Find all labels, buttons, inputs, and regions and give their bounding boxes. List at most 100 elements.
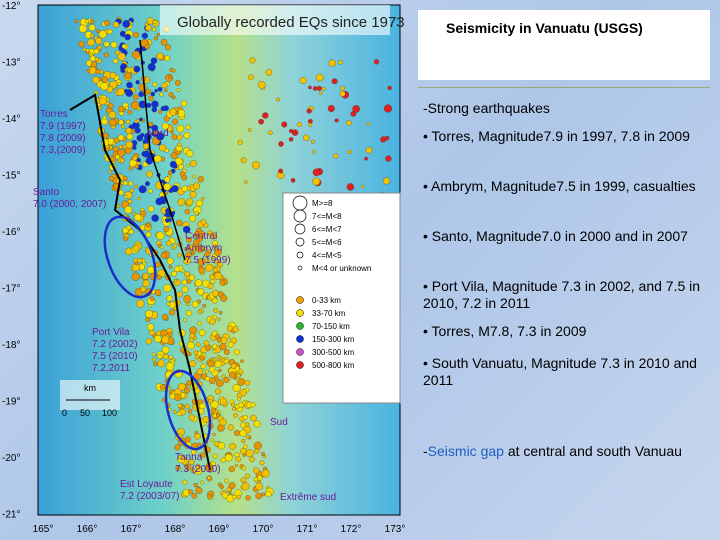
quake-dot	[133, 31, 139, 38]
quake-dot	[200, 219, 207, 225]
magnitude-label: 5<=M<6	[312, 238, 342, 247]
quake-dot	[153, 361, 158, 366]
quake-dot	[132, 244, 140, 252]
quake-dot	[117, 87, 125, 96]
quake-dot	[185, 124, 191, 130]
quake-dot	[319, 91, 323, 95]
quake-dot	[219, 418, 227, 426]
quake-dot	[121, 44, 127, 49]
quake-dot	[334, 118, 339, 123]
quake-dot	[169, 160, 177, 168]
quake-dot	[88, 24, 96, 32]
quake-dot	[152, 27, 157, 32]
quake-dot	[103, 52, 109, 58]
depth-label: 0-33 km	[312, 296, 341, 305]
map-label-line: 7.3,(2009)	[40, 145, 86, 156]
quake-dot	[103, 41, 110, 48]
quake-dot	[240, 359, 244, 363]
quake-dot	[327, 105, 335, 113]
quake-dot	[268, 130, 273, 136]
panel-title: Seismicity in Vanuatu (USGS)	[446, 20, 643, 36]
quake-dot	[214, 272, 222, 280]
quake-dot	[182, 479, 188, 485]
quake-dot	[119, 65, 124, 69]
lon-tick-label: 165°	[33, 524, 54, 535]
quake-dot	[133, 94, 139, 100]
quake-dot	[74, 19, 79, 24]
map-label-line: Est Loyaute	[120, 479, 173, 490]
quake-dot	[148, 329, 155, 336]
quake-dot	[109, 72, 117, 79]
quake-dot	[192, 182, 200, 190]
quake-dot	[86, 68, 91, 73]
map-label-line: 7.2,2011	[92, 363, 131, 374]
gap-note: -Seismic gap at central and south Vanuau	[423, 443, 708, 460]
quake-dot	[127, 109, 133, 115]
quake-dot	[159, 144, 167, 152]
quake-dot	[224, 453, 233, 462]
quake-dot	[265, 491, 272, 498]
quake-dot	[224, 478, 229, 483]
quake-dot	[250, 414, 257, 422]
quake-dot	[249, 456, 255, 463]
quake-dot	[138, 185, 147, 194]
map-labels: Torres 7.9 (1997) 7.8 (2009) 7.3,(2009) Nord…	[33, 109, 336, 503]
quake-dot	[151, 352, 156, 357]
quake-dot	[154, 335, 162, 343]
quake-dot	[137, 258, 143, 264]
quake-dot	[383, 104, 392, 113]
depth-symbol	[296, 296, 304, 304]
depth-symbol	[296, 348, 304, 356]
quake-dot	[160, 38, 168, 46]
quake-dot	[212, 432, 216, 437]
quake-dot	[316, 85, 322, 91]
quake-dot	[126, 81, 133, 89]
quake-dot	[161, 82, 168, 89]
quake-dot	[154, 88, 158, 93]
divider	[418, 87, 710, 88]
quake-dot	[134, 164, 139, 169]
quake-dot	[194, 430, 199, 435]
quake-dot	[165, 218, 170, 223]
quake-dot	[125, 89, 133, 97]
quake-dot	[253, 477, 259, 482]
quake-dot	[167, 75, 172, 79]
quake-dot	[197, 309, 202, 314]
quake-dot	[90, 33, 95, 38]
quake-dot	[340, 85, 346, 91]
quake-dot	[245, 473, 251, 479]
quake-dot	[191, 493, 198, 499]
quake-dot	[241, 466, 247, 471]
quake-dot	[124, 71, 132, 79]
quake-dot	[194, 433, 201, 440]
quake-dot	[214, 360, 222, 368]
quake-dot	[101, 76, 109, 83]
quake-dot	[233, 429, 240, 437]
quake-dot	[152, 81, 158, 87]
quake-dot	[176, 411, 182, 417]
lat-tick-label: -15°	[2, 171, 20, 182]
quake-dot	[153, 215, 157, 219]
quake-dot	[147, 323, 155, 331]
quake-dot	[210, 407, 216, 413]
lat-tick-label: -17°	[2, 284, 20, 295]
quake-dot	[161, 313, 169, 321]
quake-dot	[191, 251, 195, 256]
quake-dot	[135, 118, 140, 123]
quake-dot	[188, 274, 195, 281]
quake-dot	[138, 91, 145, 97]
quake-dot	[156, 33, 160, 37]
magnitude-symbol	[294, 223, 306, 235]
quake-dot	[281, 121, 288, 128]
quake-dot	[182, 225, 191, 234]
quake-dot	[85, 19, 90, 24]
quake-dot	[181, 286, 189, 293]
quake-dot	[189, 160, 197, 167]
quake-dot	[173, 278, 178, 283]
quake-dot	[214, 259, 219, 265]
quake-dot	[149, 66, 155, 72]
quake-dot	[265, 69, 273, 76]
quake-dot	[232, 326, 239, 333]
quake-dot	[145, 317, 151, 322]
quake-dot	[228, 465, 235, 473]
